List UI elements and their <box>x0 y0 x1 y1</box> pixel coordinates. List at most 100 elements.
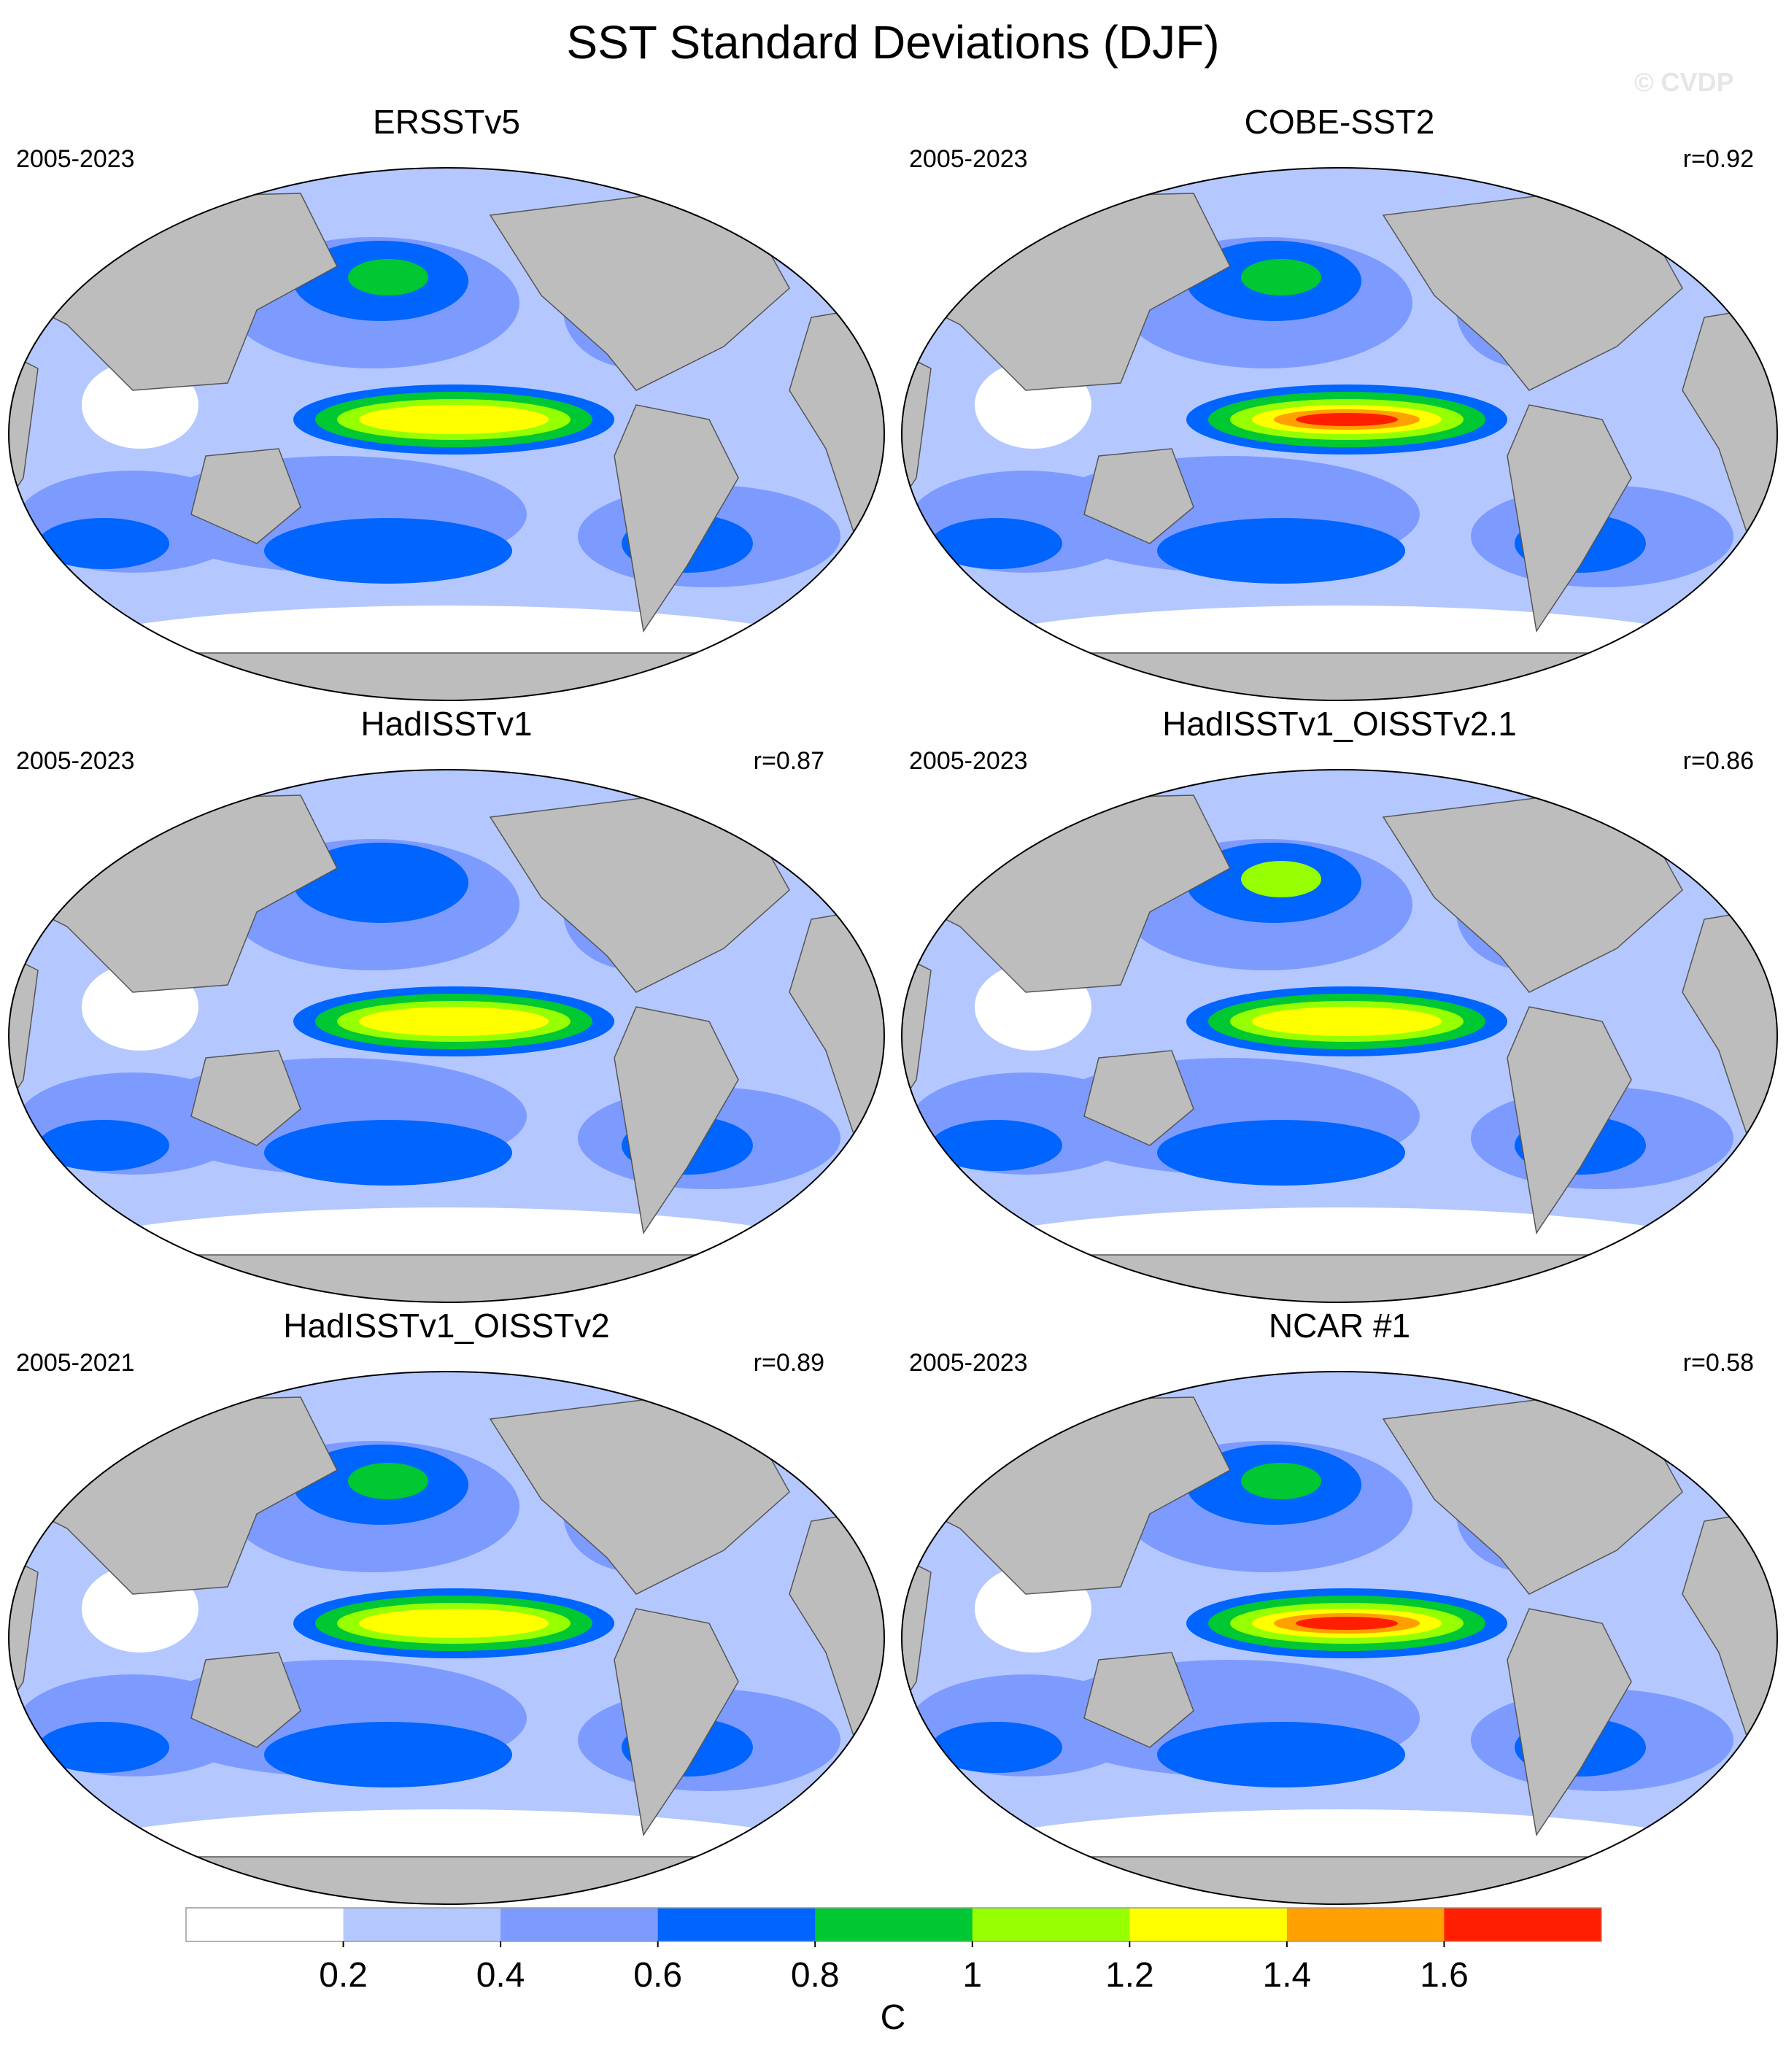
panel-correlation-label: r=0.86 <box>1682 747 1754 775</box>
colorbar-tick-label: 1.6 <box>1420 1956 1469 1995</box>
kuroshio-extension <box>348 259 428 295</box>
enso-contour <box>1296 1617 1398 1630</box>
antarctica-land <box>9 652 884 700</box>
australia-land <box>1083 1050 1194 1146</box>
enso-contour <box>1252 1007 1442 1036</box>
australia-land <box>190 1652 301 1748</box>
kuroshio-extension <box>348 861 428 897</box>
panel-period-label: 2005-2023 <box>16 747 135 775</box>
australia-land <box>190 448 301 544</box>
south-america-land <box>1507 1608 1632 1836</box>
colorbar-tick-label: 0.2 <box>319 1956 368 1995</box>
map-panel: COBE-SST2 2005-2023 r=0.92 <box>893 102 1786 708</box>
south-indian-strong <box>38 1120 169 1171</box>
sst-map <box>8 1371 885 1905</box>
enso-contour <box>359 405 549 434</box>
antarctica-land <box>9 1254 884 1302</box>
colorbar-outline <box>185 1907 1602 1942</box>
greenland-land <box>679 1375 798 1427</box>
map-panel: HadISSTv1_OISSTv2.1 2005-2023 r=0.86 <box>893 704 1786 1310</box>
south-pacific-strong <box>264 1120 512 1186</box>
enso-contour <box>1296 413 1398 426</box>
panel-correlation-label: r=0.58 <box>1682 1349 1754 1377</box>
map-panel: HadISSTv1_OISSTv2 2005-2021 r=0.89 <box>0 1306 893 1911</box>
south-america-land <box>614 1006 739 1234</box>
antarctica-land <box>902 652 1777 700</box>
antarctica-land <box>902 1254 1777 1302</box>
greenland-land <box>1572 773 1691 825</box>
south-america-land <box>1507 404 1632 633</box>
colorbar-tick-label: 1 <box>962 1956 982 1995</box>
colorbar-swatch <box>1129 1908 1288 1941</box>
panel-correlation-label: r=0.89 <box>753 1349 824 1377</box>
south-indian-strong <box>38 1722 169 1773</box>
colorbar-swatch <box>343 1908 501 1941</box>
panel-period-label: 2005-2021 <box>16 1349 135 1377</box>
south-pacific-strong <box>1157 1120 1405 1186</box>
panel-correlation-label: r=0.92 <box>1682 145 1754 173</box>
panel-title: NCAR #1 <box>1268 1307 1411 1345</box>
map-outline <box>901 1371 1778 1905</box>
map-panel: ERSSTv5 2005-2023 <box>0 102 893 708</box>
sst-map <box>901 167 1778 701</box>
panel-period-label: 2005-2023 <box>909 747 1028 775</box>
greenland-land <box>1572 1375 1691 1427</box>
colorbar-swatch <box>1286 1908 1445 1941</box>
panel-correlation-label: r=0.87 <box>753 747 824 775</box>
south-america-land <box>1507 1006 1632 1234</box>
australia-land <box>1083 1652 1194 1748</box>
sst-map <box>8 769 885 1303</box>
chart-title: SST Standard Deviations (DJF) <box>566 16 1220 69</box>
watermark: © CVDP <box>1634 67 1734 97</box>
colorbar-tick-label: 1.4 <box>1263 1956 1312 1995</box>
panel-period-label: 2005-2023 <box>909 1349 1028 1377</box>
kuroshio-extension <box>1241 259 1321 295</box>
colorbar-tick-label: 0.8 <box>791 1956 840 1995</box>
sst-map <box>8 167 885 701</box>
south-pacific-strong <box>264 1722 512 1787</box>
australia-land <box>1083 448 1194 544</box>
panel-period-label: 2005-2023 <box>909 145 1028 173</box>
south-indian-strong <box>38 518 169 569</box>
colorbar-unit-label: C <box>881 1998 906 2037</box>
colorbar-tick-label: 1.2 <box>1105 1956 1154 1995</box>
south-america-land <box>614 404 739 633</box>
south-indian-strong <box>931 1722 1062 1773</box>
map-outline <box>8 167 885 701</box>
colorbar-swatch <box>186 1908 344 1941</box>
panel-title: HadISSTv1_OISSTv2 <box>283 1307 610 1345</box>
enso-contour <box>359 1007 549 1036</box>
kuroshio-extension <box>1241 1463 1321 1499</box>
kuroshio-extension <box>1241 861 1321 897</box>
colorbar-swatch <box>657 1908 816 1941</box>
south-pacific-strong <box>1157 518 1405 584</box>
panel-title: COBE-SST2 <box>1244 103 1435 141</box>
south-indian-strong <box>931 518 1062 569</box>
map-panel: NCAR #1 2005-2023 r=0.58 <box>893 1306 1786 1911</box>
south-indian-strong <box>931 1120 1062 1171</box>
map-panel: HadISSTv1 2005-2023 r=0.87 <box>0 704 893 1310</box>
greenland-land <box>679 171 798 223</box>
kuroshio-extension <box>348 1463 428 1499</box>
panel-title: HadISSTv1 <box>360 705 533 743</box>
enso-contour <box>359 1609 549 1638</box>
sst-map <box>901 1371 1778 1905</box>
colorbar-swatch <box>815 1908 973 1941</box>
map-outline <box>901 769 1778 1303</box>
colorbar: 0.2 0.4 0.6 0.8 1 1.2 1.4 1.6 C <box>185 1907 1602 2037</box>
greenland-land <box>1572 171 1691 223</box>
colorbar-tick-label: 0.4 <box>476 1956 525 1995</box>
map-outline <box>8 769 885 1303</box>
south-pacific-strong <box>1157 1722 1405 1787</box>
sst-map <box>901 769 1778 1303</box>
colorbar-tick-label: 0.6 <box>633 1956 682 1995</box>
map-outline <box>8 1371 885 1905</box>
panel-title: HadISSTv1_OISSTv2.1 <box>1162 705 1517 743</box>
greenland-land <box>679 773 798 825</box>
south-america-land <box>614 1608 739 1836</box>
south-pacific-strong <box>264 518 512 584</box>
colorbar-swatch <box>972 1908 1130 1941</box>
australia-land <box>190 1050 301 1146</box>
colorbar-swatch <box>500 1908 659 1941</box>
panel-period-label: 2005-2023 <box>16 145 135 173</box>
